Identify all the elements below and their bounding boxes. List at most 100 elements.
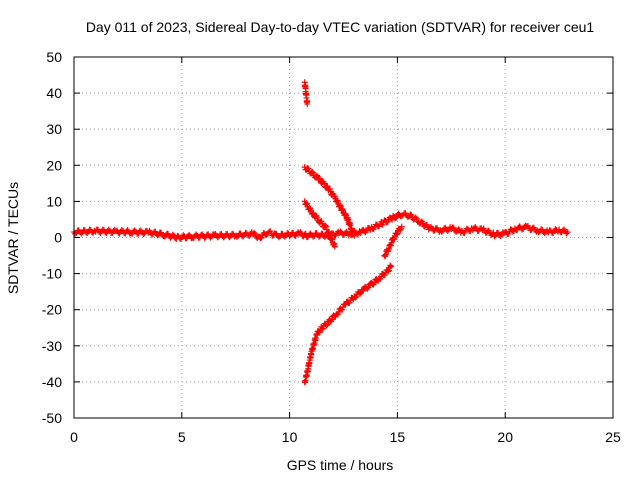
data-point [105, 226, 112, 233]
series-arc-rise [381, 223, 405, 260]
data-point [324, 321, 331, 328]
y-tick-label: -40 [42, 374, 62, 390]
data-point [303, 200, 310, 207]
data-point [385, 268, 392, 275]
y-tick-label: -20 [42, 302, 62, 318]
data-point [314, 214, 321, 221]
data-point [186, 231, 193, 238]
series-spike [301, 79, 311, 107]
data-point [214, 234, 221, 241]
data-point [306, 205, 313, 212]
series-baseline [71, 210, 571, 242]
data-point [393, 214, 400, 221]
data-point [305, 165, 312, 172]
data-point [309, 168, 316, 175]
data-point [304, 200, 311, 207]
data-point [316, 175, 323, 182]
data-point [251, 229, 258, 236]
data-point [323, 322, 330, 329]
y-tick-label: -10 [42, 266, 62, 282]
data-point [357, 290, 364, 297]
data-point [387, 262, 394, 269]
data-point [316, 233, 322, 240]
data-point [385, 267, 392, 274]
data-point [193, 231, 200, 238]
data-point [394, 230, 401, 237]
data-point [207, 234, 214, 241]
data-point [310, 209, 317, 216]
data-point [563, 230, 570, 237]
y-tick-label: 50 [46, 49, 62, 65]
data-point [118, 227, 125, 234]
x-axis-label: GPS time / hours [287, 457, 394, 473]
x-tick-label: 25 [605, 429, 621, 445]
data-point [393, 231, 400, 238]
data-point [397, 227, 404, 234]
data-point [316, 329, 323, 336]
data-point [72, 230, 79, 237]
axis-layer: 0 5 10 15 20 25 -50 -40 -30 -20 -10 0 10 20 30 40 50 [42, 49, 621, 445]
data-point [381, 252, 388, 259]
data-point [337, 228, 344, 235]
series-arc-low [301, 262, 394, 386]
y-tick-label: -50 [42, 410, 62, 426]
data-point [564, 229, 571, 236]
data-point [331, 243, 338, 250]
data-point [304, 100, 311, 107]
x-tick-label: 20 [497, 429, 513, 445]
data-point [381, 272, 388, 279]
x-tick-label: 10 [282, 429, 298, 445]
y-axis-label: SDTVAR / TECUs [5, 182, 21, 294]
chart-title: Day 011 of 2023, Sidereal Day-to-day VTE… [86, 19, 595, 35]
data-point [310, 169, 317, 176]
data-point [407, 211, 414, 218]
x-tick-label: 5 [178, 429, 186, 445]
data-point [352, 294, 359, 301]
data-point [455, 226, 462, 233]
data-point [220, 234, 227, 241]
data-point [398, 223, 405, 230]
data-point [359, 288, 366, 295]
data-point [310, 233, 317, 240]
data-point [307, 206, 314, 213]
y-tick-label: 0 [54, 230, 62, 246]
data-point [252, 231, 259, 238]
data-point [319, 325, 326, 332]
data-point [346, 299, 353, 306]
data-point [169, 231, 176, 238]
data-point [318, 326, 325, 333]
data-point [328, 316, 335, 323]
data-point [313, 172, 320, 179]
data-point [233, 234, 240, 241]
y-tick-label: 40 [46, 85, 62, 101]
data-point [258, 234, 265, 241]
data-point [387, 263, 394, 270]
data-point [276, 234, 283, 241]
data-point [391, 235, 398, 242]
data-point [408, 212, 415, 219]
data-point [382, 251, 389, 258]
x-tick-label: 0 [70, 429, 78, 445]
data-point [322, 222, 329, 229]
data-point [412, 214, 419, 221]
y-tick-label: 10 [46, 193, 62, 209]
data-point [351, 232, 358, 239]
data-point [491, 233, 498, 240]
data-point [353, 293, 360, 300]
y-tick-label: -30 [42, 338, 62, 354]
data-point [413, 215, 420, 222]
y-tick-label: 30 [46, 121, 62, 137]
data-point [297, 229, 304, 236]
data-point [201, 234, 208, 241]
data-point [392, 215, 399, 222]
data-point [541, 230, 548, 237]
data-point [365, 284, 372, 291]
series-arc-mid [301, 198, 338, 250]
data-point [438, 228, 445, 235]
data-layer [71, 79, 571, 386]
series-arc-high [301, 164, 358, 239]
data-point [384, 218, 391, 225]
y-tick-label: 20 [46, 157, 62, 173]
